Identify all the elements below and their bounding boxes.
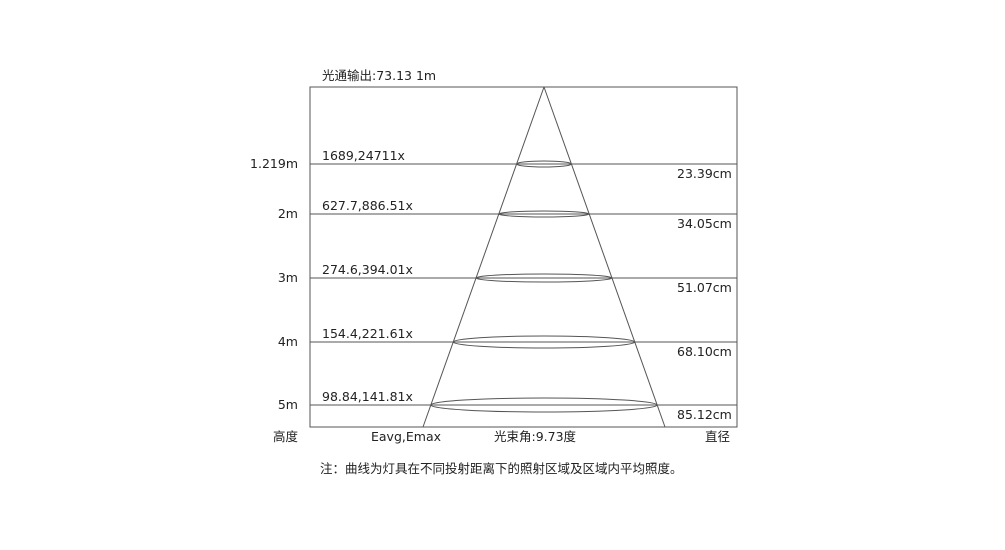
footnote: 注：曲线为灯具在不同投射距离下的照射区域及区域内平均照度。 [320, 461, 683, 476]
diameter-label: 51.07cm [677, 280, 732, 295]
illuminance-label: 274.6,394.01x [322, 262, 413, 277]
height-label: 3m [277, 270, 298, 285]
cone-left-edge [422, 86, 545, 428]
illuminance-axis-label: Eavg,Emax [371, 429, 441, 444]
illuminance-label: 98.84,141.81x [322, 389, 413, 404]
illuminance-label: 1689,24711x [322, 148, 405, 163]
illuminance-label: 627.7,886.51x [322, 198, 413, 213]
diagram-frame [309, 86, 738, 428]
diameter-label: 23.39cm [677, 166, 732, 181]
beam-spot-ellipse [475, 273, 613, 283]
luminous-output-title: 光通输出:73.13 1m [322, 68, 437, 83]
beam-spot-ellipse [516, 160, 572, 168]
height-label: 2m [277, 206, 298, 221]
height-label: 1.219m [250, 156, 298, 171]
cone-right-edge [543, 86, 666, 428]
beam-spot-ellipse [430, 397, 658, 413]
diameter-label: 85.12cm [677, 407, 732, 422]
illuminance-label: 154.4,221.61x [322, 326, 413, 341]
height-label: 4m [277, 334, 298, 349]
diameter-axis-label: 直径 [705, 429, 731, 444]
height-label: 5m [277, 397, 298, 412]
beam-spot-ellipse [452, 335, 636, 349]
diameter-label: 34.05cm [677, 216, 732, 231]
height-axis-label: 高度 [273, 429, 299, 444]
diameter-label: 68.10cm [677, 344, 732, 359]
beam-angle-label: 光束角:9.73度 [494, 429, 577, 444]
beam-spot-ellipse [498, 210, 590, 218]
